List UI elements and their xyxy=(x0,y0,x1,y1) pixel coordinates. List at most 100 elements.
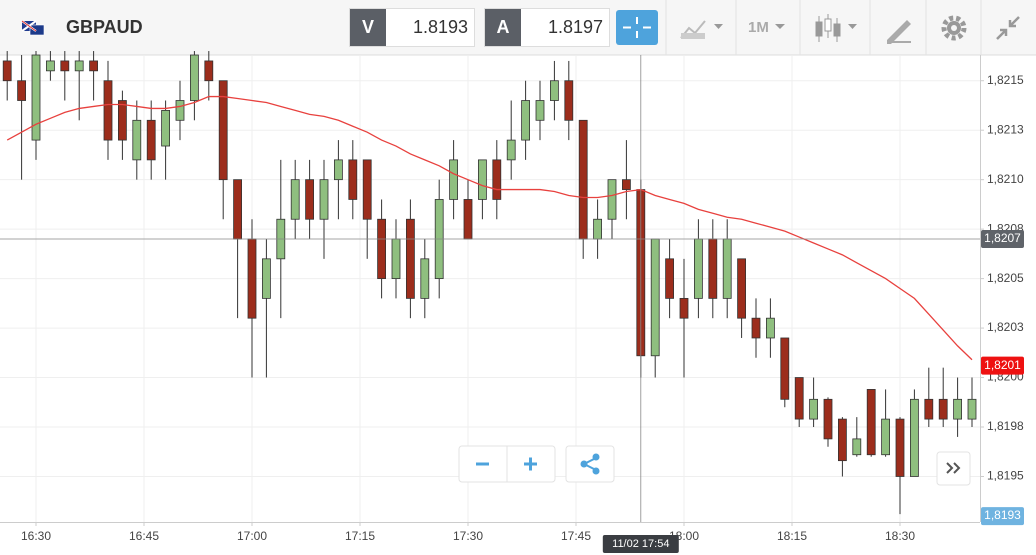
price-tag xyxy=(981,356,1024,375)
candle-body xyxy=(74,60,84,72)
candle-body xyxy=(261,258,271,299)
y-tick-label: 1,8205 xyxy=(987,271,1024,285)
candle-body xyxy=(175,100,185,121)
symbol: GBPAUD xyxy=(66,17,143,37)
candle-body xyxy=(593,218,602,240)
candle-body xyxy=(233,179,243,240)
candle-body xyxy=(708,238,718,299)
price-tag-label: 1,8201 xyxy=(984,358,1021,372)
x-tick-label: 16:30 xyxy=(21,529,51,543)
candle-body xyxy=(2,60,12,82)
candle-body xyxy=(895,418,905,477)
price-tag xyxy=(981,230,1024,249)
candle-body xyxy=(218,80,228,181)
candle-body xyxy=(103,80,113,141)
candle-body xyxy=(722,238,732,299)
x-tick-label: 18:30 xyxy=(885,529,915,543)
candle-body xyxy=(305,179,315,220)
candle-body xyxy=(838,418,847,462)
candle-body xyxy=(46,60,55,72)
zoom-controls xyxy=(458,445,971,486)
scroll-right-button[interactable] xyxy=(936,451,971,486)
crosshair-time-box xyxy=(602,535,679,553)
x-tick-label: 17:45 xyxy=(561,529,591,543)
candle-body xyxy=(89,60,98,72)
y-tick-label: 1,8213 xyxy=(987,122,1024,136)
candle-body xyxy=(319,179,329,220)
candle-body xyxy=(161,110,171,147)
candle-body xyxy=(967,398,977,420)
y-tick-label: 1,8210 xyxy=(987,172,1024,186)
x-tick-label: 18:15 xyxy=(777,529,807,543)
candle-body xyxy=(564,80,574,121)
flag xyxy=(21,20,45,36)
candle-body xyxy=(881,418,890,456)
share-button[interactable] xyxy=(565,445,615,483)
candle-body xyxy=(737,258,746,319)
crosshair-button[interactable] xyxy=(616,10,658,45)
candle-body xyxy=(492,159,502,200)
candle-body xyxy=(622,179,631,190)
zoom-in-button[interactable] xyxy=(524,457,537,471)
candle-body xyxy=(118,100,127,141)
x-tick-label: 17:30 xyxy=(453,529,483,543)
timeframe-button[interactable]: 1M xyxy=(748,19,785,36)
candle-body xyxy=(694,238,703,299)
candle-body xyxy=(852,438,862,456)
candle-style-button[interactable] xyxy=(815,14,857,42)
ask-label: A xyxy=(497,17,510,37)
y-tick-label: 1,8203 xyxy=(987,320,1024,334)
candle-body xyxy=(650,238,660,357)
ask-price: 1.8197 xyxy=(548,17,603,37)
candle-body xyxy=(924,398,934,420)
candle-body xyxy=(290,179,300,220)
grid: 1,81951,81981,82001,82031,82051,82081,82… xyxy=(0,55,1024,543)
moving-average-line xyxy=(6,95,973,361)
timeframe: 1M xyxy=(748,19,769,36)
candle-body xyxy=(189,54,199,101)
candle-body xyxy=(751,317,761,339)
bid-label: V xyxy=(362,17,374,37)
candle-body xyxy=(679,297,689,319)
candle-body xyxy=(809,398,818,420)
bid-box[interactable]: V 1.8193 xyxy=(349,8,475,47)
price-tag-label: 1,8207 xyxy=(984,231,1021,245)
ask-box[interactable]: A 1.8197 xyxy=(484,8,610,47)
candle-body xyxy=(463,199,473,240)
candle-body xyxy=(823,398,833,440)
candle-body xyxy=(449,159,459,200)
crosshair-time-label: 11/02 17:54 xyxy=(612,538,669,550)
candle-body xyxy=(377,218,387,280)
candle-body xyxy=(146,119,156,161)
candle-body xyxy=(506,139,516,161)
toolbar-separators xyxy=(665,0,982,55)
candle-body xyxy=(31,54,41,141)
y-tick-label: 1,8195 xyxy=(987,469,1024,483)
candle-body xyxy=(766,317,775,339)
collapse-button[interactable] xyxy=(996,16,1020,40)
draw-button[interactable] xyxy=(887,20,911,44)
candle-body xyxy=(794,377,804,420)
y-tick-label: 1,8215 xyxy=(987,73,1024,87)
x-tick-label: 16:45 xyxy=(129,529,159,543)
candle-body xyxy=(60,60,70,72)
candle-body xyxy=(477,159,487,200)
chart-type-button[interactable] xyxy=(680,20,723,39)
plot xyxy=(2,51,977,515)
candle-body xyxy=(866,389,876,456)
x-tick-label: 17:15 xyxy=(345,529,375,543)
candle-body xyxy=(550,80,559,101)
settings-button[interactable] xyxy=(941,15,967,41)
candle-body xyxy=(348,159,358,200)
candle-body xyxy=(17,80,27,101)
candle-body xyxy=(333,159,343,181)
candle-body xyxy=(405,218,415,299)
candle-body xyxy=(247,238,257,319)
x-tick-label: 17:00 xyxy=(237,529,267,543)
candle-body xyxy=(391,238,401,280)
candle-body xyxy=(535,100,545,121)
candle-body xyxy=(953,398,962,420)
candle-body xyxy=(132,119,142,161)
